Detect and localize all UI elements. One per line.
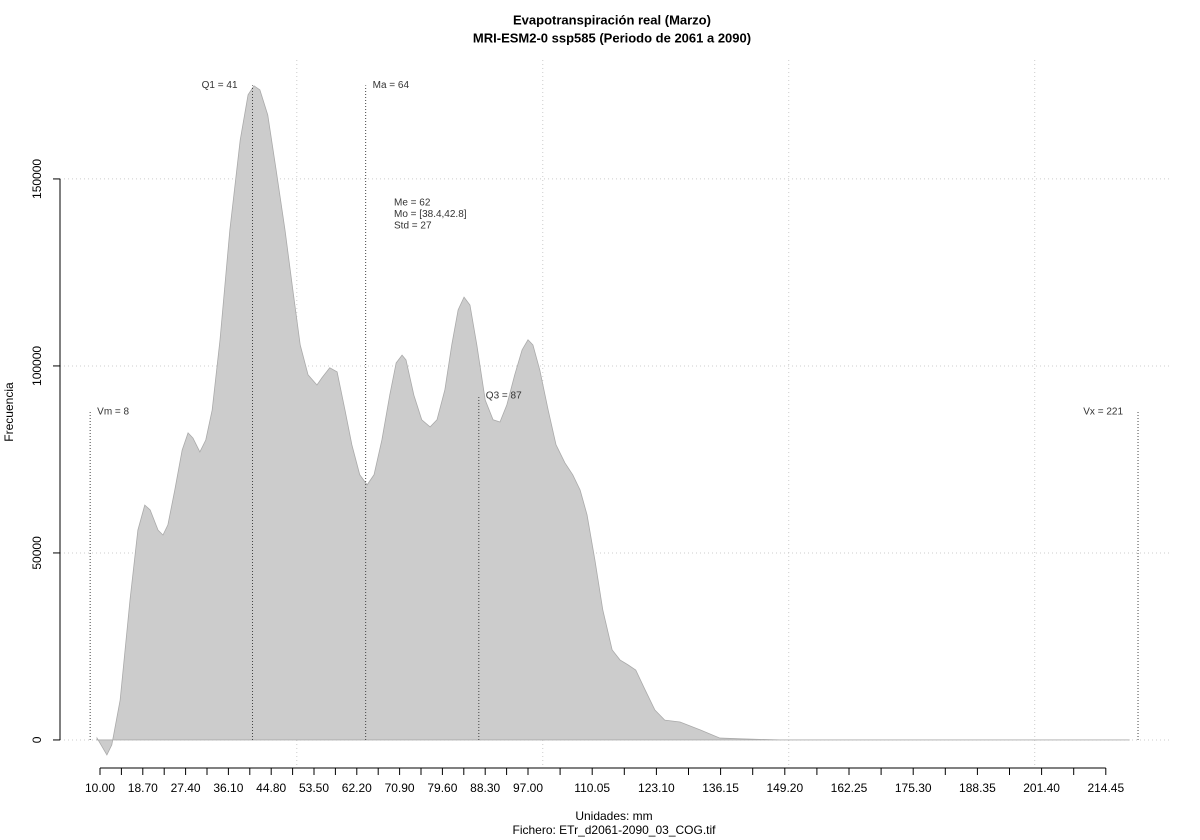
x-tick-label: 136.15 [702, 781, 739, 795]
x-tick-label: 10.00 [85, 781, 115, 795]
marker-label: Ma = 64 [373, 80, 410, 91]
x-tick-label: 70.90 [385, 781, 415, 795]
x-axis-label: Unidades: mm [575, 809, 652, 823]
x-tick-label: 88.30 [470, 781, 500, 795]
x-tick-label: 123.10 [638, 781, 675, 795]
x-tick-label: 62.20 [342, 781, 372, 795]
stat-label: Me = 62 [394, 198, 431, 209]
x-tick-label: 201.40 [1023, 781, 1060, 795]
x-tick-label: 162.25 [831, 781, 868, 795]
marker-label: Vx = 221 [1083, 407, 1123, 418]
y-tick-label: 100000 [30, 346, 44, 386]
x-tick-label: 110.05 [574, 781, 610, 795]
marker-label: Q3 = 87 [486, 391, 522, 402]
x-tick-label: 175.30 [895, 781, 932, 795]
stat-label: Std = 27 [394, 221, 432, 232]
chart-title: Evapotranspiración real (Marzo) [513, 12, 711, 27]
x-tick-label: 214.45 [1087, 781, 1124, 795]
y-tick-label: 150000 [30, 159, 44, 199]
x-tick-label: 149.20 [766, 781, 803, 795]
marker-label: Q1 = 41 [202, 80, 238, 91]
stat-label: Mo = [38.4,42.8] [394, 209, 467, 220]
chart-subtitle: MRI-ESM2-0 ssp585 (Periodo de 2061 a 209… [473, 30, 751, 45]
x-tick-label: 27.40 [171, 781, 201, 795]
x-tick-label: 97.00 [513, 781, 543, 795]
density-area [96, 85, 1130, 756]
y-tick-label: 0 [30, 736, 44, 743]
marker-label: Vm = 8 [97, 407, 129, 418]
y-tick-label: 50000 [30, 536, 44, 570]
y-axis-label: Frecuencia [2, 382, 16, 442]
x-tick-label: 44.80 [256, 781, 286, 795]
x-tick-label: 79.60 [427, 781, 457, 795]
x-tick-label: 18.70 [128, 781, 158, 795]
x-tick-label: 53.50 [299, 781, 329, 795]
x-tick-label: 36.10 [213, 781, 243, 795]
x-tick-label: 188.35 [959, 781, 996, 795]
caption: Fichero: ETr_d2061-2090_03_COG.tif [513, 823, 717, 837]
